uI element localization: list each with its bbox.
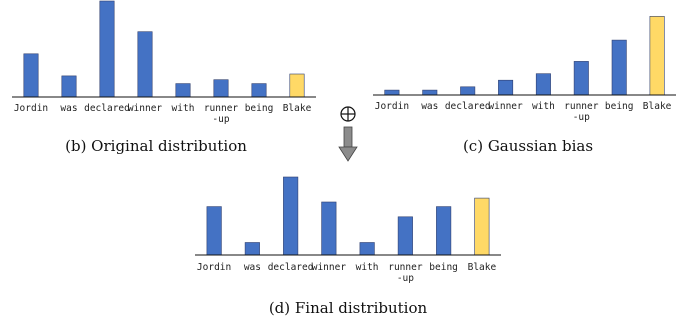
tick-label: being [429,262,458,273]
tick-label: being [605,101,634,112]
arrow-head [338,146,358,162]
tick-label: with [172,103,195,114]
bar-winner [498,79,514,96]
tick-label: was [60,103,77,114]
tick-label: with [532,101,555,112]
bar-was [422,89,438,96]
bar-jordin [384,89,400,96]
bar-with [359,242,375,256]
bar-blake [289,73,305,98]
tick-label: was [421,101,438,112]
tick-label: winner [488,101,523,112]
bar-winner [137,31,153,98]
bar-jordin [206,206,222,256]
bar-declared [283,176,299,256]
arrow-shaft [343,126,353,148]
tick-label: with [356,262,379,273]
tick-label: declared [445,101,491,112]
combine-operator [340,106,356,122]
bar-being [436,206,452,256]
bar-runnerup [397,216,413,256]
bar-runnerup [573,61,589,96]
tick-label: Jordin [197,262,231,273]
tick-label: winner [312,262,347,273]
tick-label: being [245,103,274,114]
tick-label: runner -up [388,262,423,284]
bar-with [535,73,551,96]
bar-jordin [23,53,39,98]
tick-label: was [244,262,261,273]
bar-blake [649,15,665,96]
tick-label: Jordin [375,101,409,112]
bar-being [611,39,627,96]
chart-caption: (d) Final distribution [269,299,428,317]
bar-was [244,242,260,256]
bar-being [251,83,267,98]
tick-label: declared [84,103,130,114]
bar-blake [474,197,490,256]
tick-label: Jordin [14,103,48,114]
bar-winner [321,201,337,256]
tick-label: runner -up [564,101,599,123]
bar-declared [460,86,476,96]
tick-label: Blake [468,262,497,273]
bar-runnerup [213,79,229,98]
tick-label: winner [128,103,163,114]
tick-label: runner -up [204,103,239,125]
bar-was [61,75,77,98]
tick-label: Blake [643,101,672,112]
bar-with [175,83,191,98]
tick-label: declared [268,262,314,273]
bar-declared [99,0,115,98]
chart-caption: (b) Original distribution [65,137,247,155]
down-arrow-icon [338,126,358,162]
tick-label: Blake [283,103,312,114]
chart-caption: (c) Gaussian bias [463,137,593,155]
